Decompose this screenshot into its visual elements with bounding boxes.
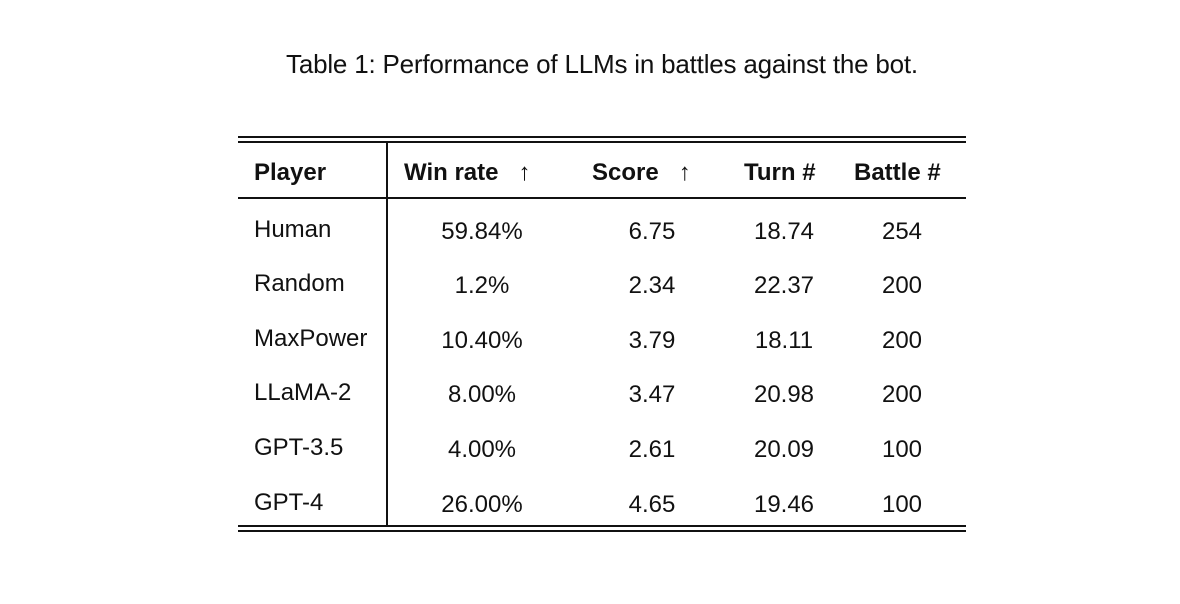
top-rule: [238, 136, 966, 138]
table-caption: Table 1: Performance of LLMs in battles …: [286, 49, 918, 79]
cell-player: MaxPower: [254, 325, 368, 352]
bottom-rule-inner: [238, 525, 966, 527]
header-score-label: Score: [592, 159, 659, 186]
cell-battle: 254: [881, 218, 923, 245]
cell-player: GPT-4: [254, 489, 324, 516]
column-divider: [386, 143, 388, 526]
cell-win-rate: 4.00%: [447, 436, 517, 463]
header-rule: [238, 197, 966, 199]
cell-player: LLaMA-2: [254, 379, 352, 406]
top-rule-inner: [238, 141, 966, 143]
cell-win-rate: 8.00%: [447, 381, 517, 408]
cell-score: 2.34: [628, 272, 676, 299]
cell-turn: 20.98: [753, 381, 815, 408]
cell-turn: 19.46: [753, 491, 815, 518]
cell-turn: 18.11: [754, 327, 814, 354]
cell-battle: 100: [881, 436, 923, 463]
cell-score: 6.75: [628, 218, 676, 245]
cell-battle: 200: [881, 381, 923, 408]
cell-score: 2.61: [628, 436, 676, 463]
cell-player: Random: [254, 270, 345, 297]
up-arrow-icon: ↑: [678, 159, 691, 186]
cell-battle: 200: [881, 272, 923, 299]
bottom-rule: [238, 530, 966, 532]
header-win-rate: Win rate ↑: [404, 158, 530, 188]
cell-score: 4.65: [628, 491, 676, 518]
header-battle: Battle #: [854, 159, 941, 186]
cell-turn: 22.37: [753, 272, 815, 299]
cell-battle: 100: [881, 491, 923, 518]
cell-win-rate: 26.00%: [441, 491, 523, 518]
cell-score: 3.47: [628, 381, 676, 408]
header-win-rate-label: Win rate: [404, 159, 499, 186]
cell-player: Human: [254, 216, 332, 243]
cell-player: GPT-3.5: [254, 434, 344, 461]
cell-battle: 200: [881, 327, 923, 354]
header-player: Player: [254, 159, 327, 186]
cell-win-rate: 1.2%: [454, 272, 510, 299]
cell-score: 3.79: [628, 327, 676, 354]
cell-win-rate: 59.84%: [441, 218, 523, 245]
header-turn: Turn #: [744, 159, 816, 186]
cell-turn: 18.74: [753, 218, 815, 245]
cell-turn: 20.09: [753, 436, 815, 463]
cell-win-rate: 10.40%: [441, 327, 523, 354]
header-score: Score ↑: [592, 158, 691, 188]
up-arrow-icon: ↑: [518, 159, 531, 186]
